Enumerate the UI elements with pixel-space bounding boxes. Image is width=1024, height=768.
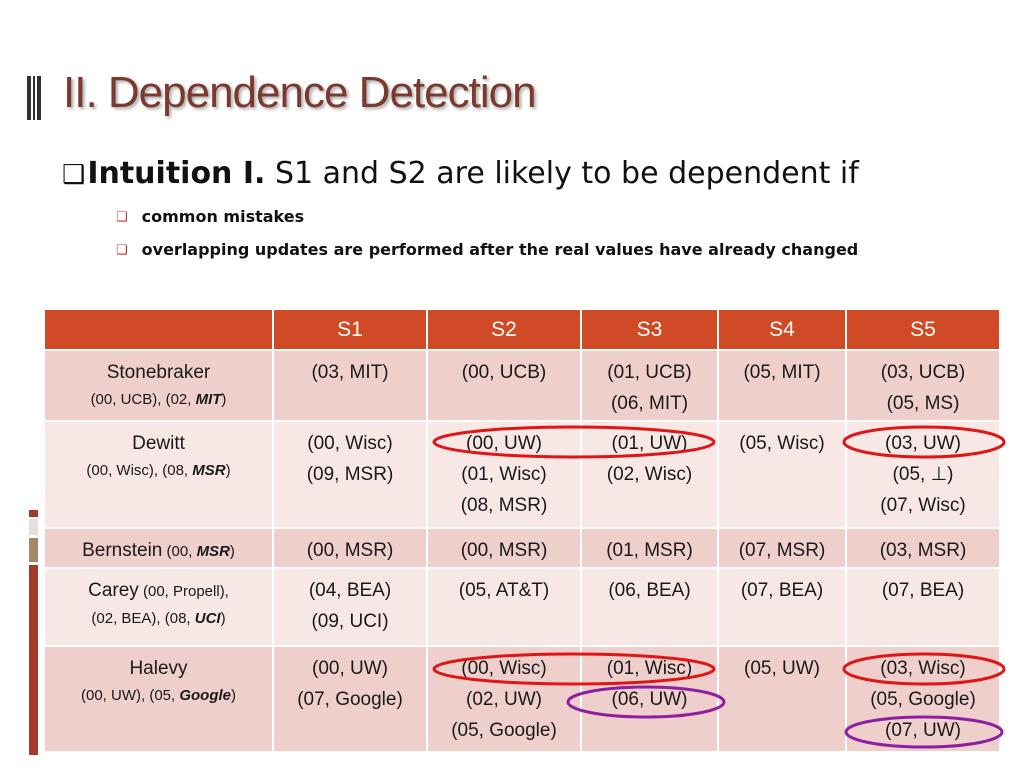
slide-title: II. Dependence Detection bbox=[63, 68, 537, 117]
person-cell: Stonebraker (00, UCB), (02, MIT) bbox=[43, 349, 274, 422]
person-name: Stonebraker bbox=[106, 362, 211, 383]
table-row: Dewitt (00, Wisc), (08, MSR) (00, Wisc)(… bbox=[43, 420, 1001, 529]
s3-cell: (01, Wisc) (06, UW) bbox=[580, 645, 719, 753]
person-name: Dewitt bbox=[132, 433, 185, 454]
s2-cell: (00, UCB) bbox=[426, 349, 582, 422]
sub-bullet-2: ❑ overlapping updates are performed after… bbox=[116, 240, 858, 259]
main-bullet: ❑Intuition I. S1 and S2 are likely to be… bbox=[62, 156, 859, 191]
s1-cell: (00, Wisc) (09, MSR) bbox=[272, 420, 428, 529]
header-cell-s1: S1 bbox=[272, 308, 428, 351]
side-accent bbox=[29, 510, 38, 517]
true-affiliation: (02, BEA), (08, UCI) bbox=[91, 610, 226, 627]
s1-cell: (00, UW) (07, Google) bbox=[272, 645, 428, 753]
table-row: Carey (00, Propell), (02, BEA), (08, UCI… bbox=[43, 567, 1001, 647]
table-row: Bernstein (00, MSR) (00, MSR) (00, MSR) … bbox=[43, 527, 1001, 569]
s2-cell: (00, Wisc) (02, UW) (05, Google) bbox=[426, 645, 582, 753]
header-cell-s2: S2 bbox=[426, 308, 582, 351]
s3-cell: (01, UCB) (06, MIT) bbox=[580, 349, 719, 422]
s5-cell: (03, UW) (05, ⊥) (07, Wisc) bbox=[845, 420, 1001, 529]
s3-cell: (01, MSR) bbox=[580, 527, 719, 569]
sub-bullet-1: ❑ common mistakes bbox=[116, 207, 304, 226]
bullet-lead: Intuition I. bbox=[87, 156, 266, 191]
header-cell-s3: S3 bbox=[580, 308, 719, 351]
side-accent bbox=[29, 565, 38, 755]
header-cell-empty bbox=[43, 308, 274, 351]
square-bullet-icon: ❑ bbox=[116, 210, 128, 225]
header-cell-s5: S5 bbox=[845, 308, 1001, 351]
person-cell: Bernstein (00, MSR) bbox=[43, 527, 274, 569]
s2-cell: (00, UW) (01, Wisc) (08, MSR) bbox=[426, 420, 582, 529]
s5-cell: (03, Wisc) (05, Google) (07, UW) bbox=[845, 645, 1001, 753]
person-cell: Dewitt (00, Wisc), (08, MSR) bbox=[43, 420, 274, 529]
s4-cell: (05, MIT) bbox=[717, 349, 847, 422]
bullet-text: S1 and S2 are likely to be dependent if bbox=[265, 156, 859, 191]
s4-cell: (05, Wisc) bbox=[717, 420, 847, 529]
table-row: Halevy (00, UW), (05, Google) (00, UW) (0… bbox=[43, 645, 1001, 753]
header-row: S1 S2 S3 S4 S5 bbox=[43, 308, 1001, 351]
title-accent-bars bbox=[27, 76, 41, 120]
person-cell: Carey (00, Propell), (02, BEA), (08, UCI… bbox=[43, 567, 274, 647]
sub-bullet-text: common mistakes bbox=[141, 207, 305, 226]
s5-cell: (03, MSR) bbox=[845, 527, 1001, 569]
sub-bullet-text: overlapping updates are performed after … bbox=[141, 240, 859, 259]
s1-cell: (04, BEA) (09, UCI) bbox=[272, 567, 428, 647]
s3-cell: (06, BEA) bbox=[580, 567, 719, 647]
s1-cell: (00, MSR) bbox=[272, 527, 428, 569]
square-bullet-icon: ❑ bbox=[116, 243, 128, 258]
person-name: Carey bbox=[88, 580, 139, 601]
person-name: Halevy bbox=[129, 658, 188, 679]
s4-cell: (05, UW) bbox=[717, 645, 847, 753]
s3-cell: (01, UW) (02, Wisc) bbox=[580, 420, 719, 529]
s5-cell: (07, BEA) bbox=[845, 567, 1001, 647]
person-name: Bernstein bbox=[82, 540, 163, 561]
true-affiliation: (00, Wisc), (08, MSR) bbox=[86, 462, 231, 479]
side-accent bbox=[29, 519, 38, 535]
true-affiliation: (00, MSR) bbox=[166, 543, 235, 560]
s4-cell: (07, MSR) bbox=[717, 527, 847, 569]
true-affiliation: (00, UCB), (02, MIT) bbox=[90, 391, 227, 408]
s1-cell: (03, MIT) bbox=[272, 349, 428, 422]
table-row: Stonebraker (00, UCB), (02, MIT) (03, MI… bbox=[43, 349, 1001, 422]
true-affiliation: (00, UW), (05, Google) bbox=[80, 687, 237, 704]
checkbox-bullet-icon: ❑ bbox=[62, 160, 86, 190]
s2-cell: (05, AT&T) bbox=[426, 567, 582, 647]
header-cell-s4: S4 bbox=[717, 308, 847, 351]
s2-cell: (00, MSR) bbox=[426, 527, 582, 569]
s4-cell: (07, BEA) bbox=[717, 567, 847, 647]
true-affiliation: (00, Propell), bbox=[142, 583, 229, 600]
s5-cell: (03, UCB) (05, MS) bbox=[845, 349, 1001, 422]
source-data-table: S1 S2 S3 S4 S5 Stonebraker (00, UCB), (0… bbox=[43, 308, 1001, 753]
side-accent bbox=[29, 538, 38, 562]
person-cell: Halevy (00, UW), (05, Google) bbox=[43, 645, 274, 753]
